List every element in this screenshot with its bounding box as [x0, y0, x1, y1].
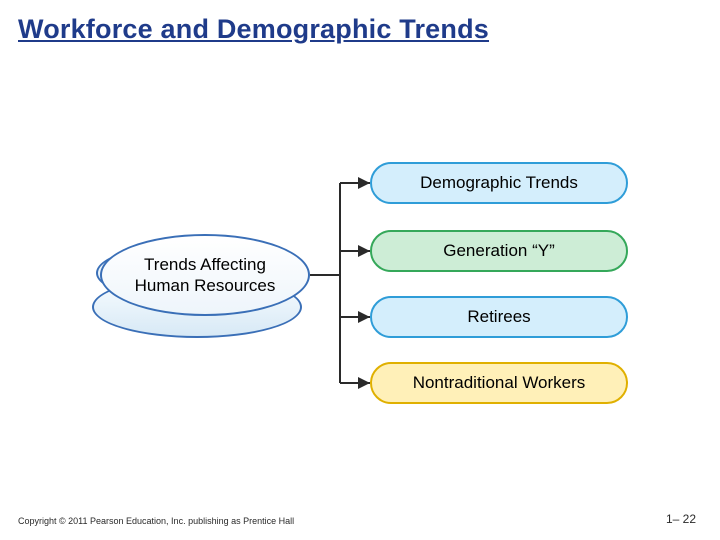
target-node-label: Demographic Trends — [420, 173, 578, 193]
target-node-nontraditional-workers: Nontraditional Workers — [370, 362, 628, 404]
copyright-text: Copyright © 2011 Pearson Education, Inc.… — [18, 516, 294, 526]
target-node-label: Nontraditional Workers — [413, 373, 586, 393]
page-number: 1– 22 — [666, 512, 696, 526]
diagram-canvas: Trends AffectingHuman Resources Demograp… — [0, 0, 720, 540]
target-node-retirees: Retirees — [370, 296, 628, 338]
target-node-label: Generation “Y” — [443, 241, 555, 261]
source-node-label: Trends AffectingHuman Resources — [135, 254, 276, 297]
target-node-label: Retirees — [467, 307, 530, 327]
target-node-demographic-trends: Demographic Trends — [370, 162, 628, 204]
target-node-generation-y: Generation “Y” — [370, 230, 628, 272]
source-node: Trends AffectingHuman Resources — [100, 234, 310, 316]
